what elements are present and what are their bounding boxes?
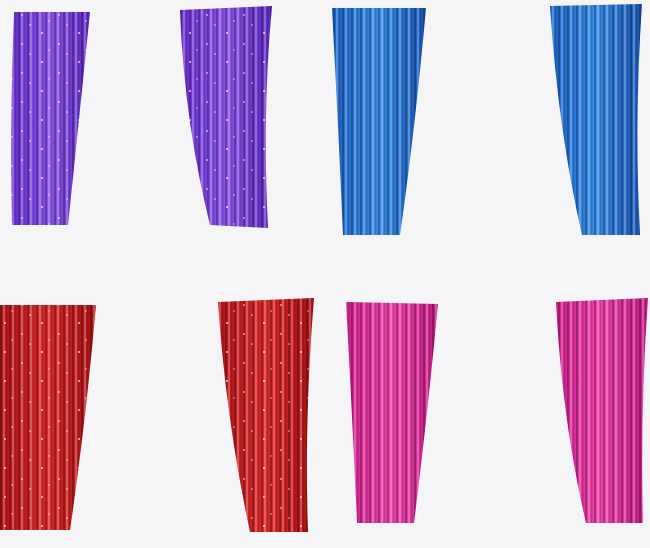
curtain-sparkles xyxy=(180,6,272,228)
curtain-pink-left xyxy=(346,302,438,523)
curtain-folds xyxy=(346,302,438,523)
curtain-purple-left xyxy=(11,12,90,225)
curtain-folds xyxy=(332,8,426,235)
curtain-folds xyxy=(550,4,642,235)
curtain-sparkles xyxy=(0,305,96,530)
curtain-red-right xyxy=(218,298,314,532)
curtain-red-left xyxy=(0,305,96,530)
curtain-pink-right xyxy=(556,298,648,523)
curtain-blue-left xyxy=(332,8,426,235)
curtain-blue-right xyxy=(550,4,642,235)
curtain-sparkles xyxy=(11,12,90,225)
curtain-purple-right xyxy=(180,6,272,228)
curtain-sparkles xyxy=(218,298,314,532)
curtain-folds xyxy=(556,298,648,523)
